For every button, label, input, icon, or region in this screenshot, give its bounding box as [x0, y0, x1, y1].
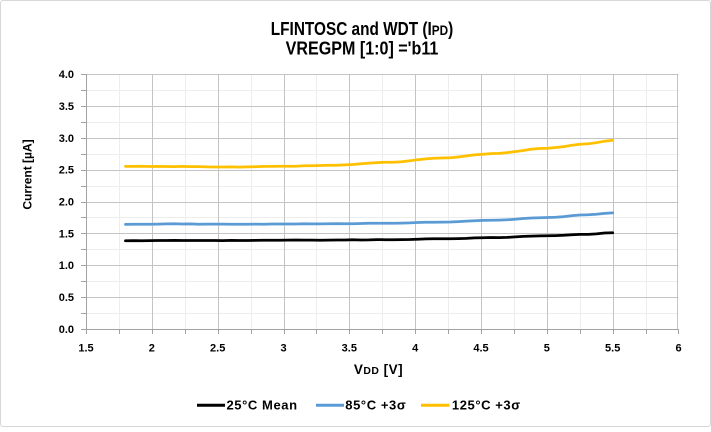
svg-text:5: 5: [544, 343, 550, 355]
svg-text:1.5: 1.5: [59, 228, 74, 240]
svg-text:2.5: 2.5: [59, 165, 74, 177]
svg-text:3.5: 3.5: [342, 343, 357, 355]
svg-text:6: 6: [675, 343, 681, 355]
svg-text:0.5: 0.5: [59, 292, 74, 304]
svg-text:5.5: 5.5: [605, 343, 620, 355]
svg-text:1.0: 1.0: [59, 260, 74, 272]
svg-text:2: 2: [149, 343, 155, 355]
svg-text:4.5: 4.5: [473, 343, 488, 355]
svg-text:2.5: 2.5: [210, 343, 225, 355]
svg-text:25°C Mean: 25°C Mean: [227, 397, 298, 412]
svg-text:0.0: 0.0: [59, 324, 74, 336]
svg-text:Current [µA]: Current [µA]: [21, 139, 35, 209]
svg-text:4.0: 4.0: [59, 69, 74, 81]
svg-text:3.0: 3.0: [59, 133, 74, 145]
svg-text:85°C +3σ: 85°C +3σ: [345, 397, 406, 412]
svg-text:VDD [V]: VDD [V]: [354, 362, 403, 377]
svg-text:125°C +3σ: 125°C +3σ: [452, 397, 521, 412]
svg-text:4: 4: [412, 343, 419, 355]
svg-text:3: 3: [280, 343, 286, 355]
svg-text:2.0: 2.0: [59, 197, 74, 209]
svg-text:3.5: 3.5: [59, 101, 74, 113]
svg-text:LFINTOSC and WDT (IPD): LFINTOSC and WDT (IPD): [271, 18, 453, 39]
svg-text:VREGPM [1:0] ='b11: VREGPM [1:0] ='b11: [286, 38, 439, 59]
svg-text:1.5: 1.5: [78, 343, 93, 355]
